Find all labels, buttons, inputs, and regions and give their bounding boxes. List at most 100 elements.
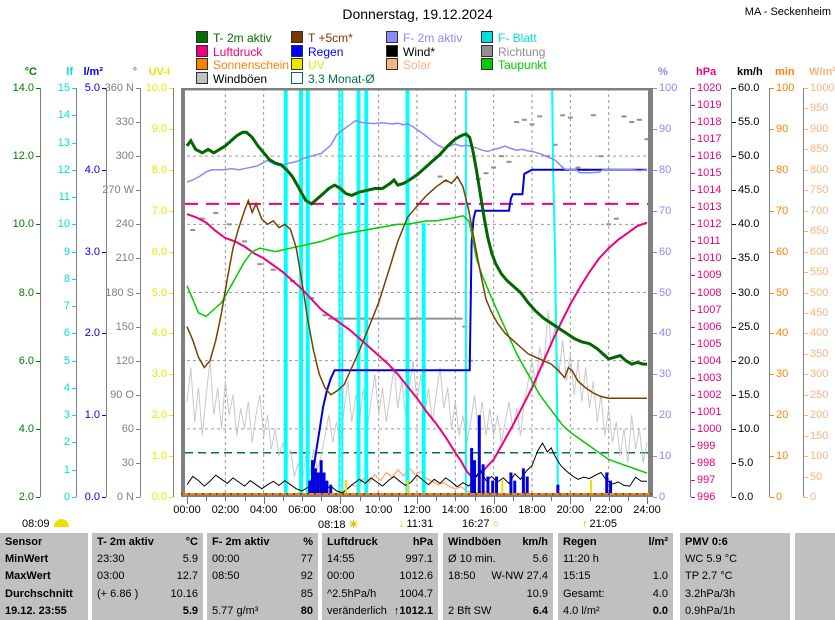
axis-label-lf: 12 xyxy=(57,163,70,176)
cell-label: 03:00 xyxy=(97,570,125,583)
table-cell: MinWert xyxy=(0,550,88,567)
cell-value: 5.9 xyxy=(182,553,198,566)
axis-tick xyxy=(804,88,808,89)
axis-tick xyxy=(691,224,695,226)
legend-item-luftdruck[interactable]: Luftdruck xyxy=(196,44,262,59)
axis-tick xyxy=(691,309,695,311)
axis-label-lf: 6 xyxy=(63,327,70,340)
legend-swatch-icon[interactable] xyxy=(291,58,303,70)
axis-label-wm2: 900 xyxy=(810,122,829,135)
cell-label: 08:50 xyxy=(212,570,240,583)
axis-label-hpa: 1004 xyxy=(697,354,722,367)
time-label: 00:00 xyxy=(173,504,201,516)
legend-swatch-icon[interactable] xyxy=(196,58,208,70)
legend-swatch-icon[interactable] xyxy=(291,71,303,84)
legend-swatch-icon[interactable] xyxy=(196,31,208,43)
cell-value: 0.0 xyxy=(652,605,668,618)
table-column-3: Luftdruck hPa 14:55 997.1 00:00 1012.6 ^2.5hPa… xyxy=(322,533,438,620)
axis-label-min: 40 xyxy=(776,327,789,340)
axis-label-hpa: 1011 xyxy=(697,235,721,248)
axis-label-lf: 0 xyxy=(63,491,70,503)
axis-line-deg xyxy=(140,88,141,497)
table-column-6: PMV 0:6 WC 5.9 °C TP 2.7 °C 3.2hPa/3h 0.9hPa… xyxy=(680,533,790,620)
axis-label-temp: 8.0 xyxy=(18,286,34,299)
axis-tick xyxy=(169,169,173,171)
cell-label: 23:30 xyxy=(97,553,125,566)
axis-label-rain: 1.0 xyxy=(84,409,100,422)
axis-tick xyxy=(136,462,140,464)
time-tick xyxy=(608,497,610,501)
legend-item-taupunkt[interactable]: Taupunkt xyxy=(481,58,547,72)
axis-label-min: 20 xyxy=(776,409,789,422)
legend-swatch-icon[interactable] xyxy=(481,31,493,43)
axis-label-deg: 30 xyxy=(121,456,134,469)
legend-item-uv[interactable]: UV xyxy=(291,58,325,72)
axis-label-percent: 0 xyxy=(659,491,666,503)
legend-item-t-2m-aktiv[interactable]: T- 2m aktiv xyxy=(196,31,272,45)
axis-label-wm2: 100 xyxy=(810,450,829,463)
legend-item-3-3-monat-[interactable]: 3.3 Monat-Ø xyxy=(291,71,375,86)
legend-swatch-icon[interactable] xyxy=(386,31,398,43)
cell-label: 5.77 g/m³ xyxy=(212,605,259,618)
axis-label-wm2: 400 xyxy=(810,327,829,340)
axis-tick xyxy=(136,326,140,328)
table-cell: 18:50 W-NW 27.4 xyxy=(443,568,553,585)
axis-label-wm2: 750 xyxy=(810,184,829,197)
axis-tick xyxy=(102,169,106,171)
legend-item-sonnenschein[interactable]: Sonnenschein xyxy=(196,58,289,72)
time-label: 08:00 xyxy=(326,504,355,516)
cell-value: 10.16 xyxy=(170,587,198,600)
legend-swatch-icon[interactable] xyxy=(386,44,398,57)
axis-label-uv: 6.0 xyxy=(151,245,167,258)
legend-swatch-icon[interactable] xyxy=(481,44,493,57)
legend-item-f-2m-aktiv[interactable]: F- 2m aktiv xyxy=(386,31,463,45)
legend-swatch-icon[interactable] xyxy=(386,58,398,70)
axis-label-deg: 330 xyxy=(115,116,134,129)
table-cell: 19.12. 23:55 xyxy=(0,603,88,620)
axis-label-hpa: 1009 xyxy=(697,269,722,282)
axis-label-hpa: 1015 xyxy=(697,167,722,180)
axis-label-kmh: 10.0 xyxy=(738,422,760,435)
legend-item-solar[interactable]: Solar xyxy=(386,58,431,72)
legend-item-t-5cm-[interactable]: T +5cm* xyxy=(291,31,353,45)
axis-tick xyxy=(804,231,808,233)
table-cell: Durchschnitt xyxy=(0,585,88,602)
legend-swatch-icon[interactable] xyxy=(291,44,303,57)
table-column-4: Windböen km/h Ø 10 min. 5.6 18:50 W-NW 27.4 10… xyxy=(443,533,553,620)
axis-tick xyxy=(804,272,808,274)
event-time: 21:05 xyxy=(589,518,618,530)
axis-tick xyxy=(691,241,695,243)
axis-label-kmh: 55.0 xyxy=(738,116,760,129)
legend-item-wind-[interactable]: Wind* xyxy=(386,44,435,59)
axis-tick xyxy=(770,497,774,498)
axis-label-hpa: 1013 xyxy=(697,201,722,214)
axis-label-hpa: 999 xyxy=(697,439,716,452)
axis-label-lf: 2 xyxy=(63,436,70,449)
table-cell xyxy=(795,585,835,602)
axis-label-min: 60 xyxy=(776,245,789,258)
axis-label-wm2: 850 xyxy=(810,143,829,156)
axis-label-wm2: 700 xyxy=(810,204,829,217)
legend-swatch-icon[interactable] xyxy=(196,71,208,84)
legend-swatch-icon[interactable] xyxy=(196,44,208,57)
legend-item-regen[interactable]: Regen xyxy=(291,44,343,59)
axis-label-wm2: 450 xyxy=(810,306,829,319)
legend-label: F- 2m aktiv xyxy=(403,31,463,45)
time-tick xyxy=(551,497,553,501)
axis-label-lf: 3 xyxy=(63,409,70,422)
axis-tick xyxy=(169,415,173,417)
axis-tick xyxy=(72,387,76,389)
station-label: MA - Seckenheim xyxy=(744,6,831,18)
legend-item-richtung[interactable]: Richtung xyxy=(481,44,545,59)
table-cell: Ø 10 min. 5.6 xyxy=(443,550,553,567)
legend-item-windb-en[interactable]: Windböen xyxy=(196,71,267,86)
legend-swatch-icon[interactable] xyxy=(481,58,493,70)
axis-label-rain: 4.0 xyxy=(84,163,100,176)
table-cell: 11:20 h xyxy=(558,550,673,567)
legend-swatch-icon[interactable] xyxy=(291,31,303,43)
axis-line-uv xyxy=(173,88,174,497)
axis-label-deg: 210 xyxy=(115,252,134,265)
axis-label-deg: 300 xyxy=(115,150,134,163)
time-label: 20:00 xyxy=(556,504,585,516)
legend-item-f-blatt[interactable]: F- Blatt xyxy=(481,31,537,45)
